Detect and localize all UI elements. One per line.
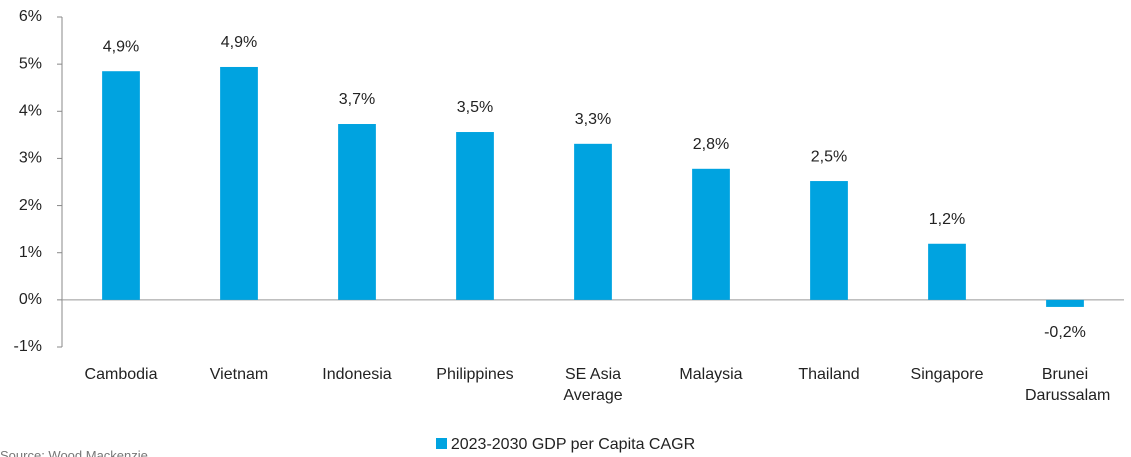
x-tick-label: Indonesia: [322, 366, 392, 383]
x-tick-label: Malaysia: [679, 366, 743, 383]
data-label: 2,5%: [811, 148, 847, 165]
y-tick-label: -1%: [14, 338, 42, 355]
bar: [338, 124, 376, 300]
bar: [574, 143, 612, 300]
bar: [102, 71, 140, 300]
legend: 2023-2030 GDP per Capita CAGR: [0, 436, 1131, 454]
x-tick-label: Cambodia: [84, 366, 158, 383]
data-label: -0,2%: [1044, 324, 1086, 341]
data-label: 3,5%: [457, 99, 493, 116]
y-tick-label: 0%: [19, 291, 42, 308]
y-tick-label: 2%: [19, 197, 42, 214]
y-tick-label: 6%: [19, 8, 42, 25]
data-label: 3,3%: [575, 111, 611, 128]
x-tick-label: Vietnam: [209, 366, 269, 383]
x-tick-label: Brunei Darussalam: [1025, 366, 1111, 404]
x-tick-label: Thailand: [798, 366, 860, 383]
bar: [456, 132, 494, 300]
bar: [928, 243, 966, 300]
data-label: 2,8%: [693, 136, 729, 153]
x-tick-label: SE Asia Average: [563, 366, 623, 404]
bar: [810, 181, 848, 300]
bar: [220, 66, 258, 300]
data-label: 3,7%: [339, 91, 375, 108]
legend-label: 2023-2030 GDP per Capita CAGR: [450, 436, 696, 453]
data-label: 4,9%: [221, 34, 257, 51]
y-tick-label: 5%: [19, 55, 42, 72]
x-tick-label: Singapore: [910, 366, 984, 383]
legend-swatch: [435, 438, 447, 449]
y-tick-label: 1%: [19, 244, 42, 261]
source: Source: Wood Mackenzie: [0, 448, 148, 457]
data-label: 1,2%: [929, 211, 965, 228]
x-tick-label: Philippines: [436, 366, 514, 383]
y-tick-label: 4%: [19, 103, 42, 120]
bar: [1046, 299, 1084, 307]
bar: [692, 168, 730, 300]
y-tick-label: 3%: [19, 150, 42, 167]
data-label: 4,9%: [103, 38, 139, 55]
